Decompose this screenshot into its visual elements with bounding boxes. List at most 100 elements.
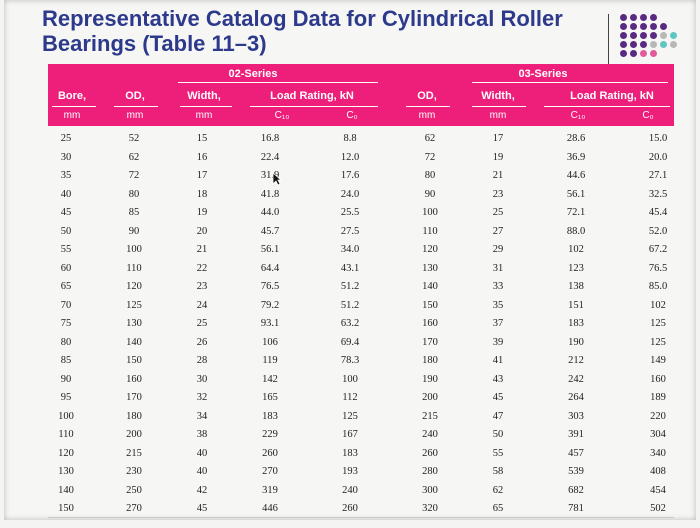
- table-cell-c0_03: 220: [650, 410, 666, 422]
- table-cell-od02: 100: [126, 244, 142, 255]
- table-cell-c10_03: 212: [568, 355, 584, 366]
- table-cell-w02: 16: [196, 151, 208, 163]
- table-cell-c10_02: 22.4: [260, 151, 280, 163]
- table-cell-w02: 34: [196, 410, 208, 422]
- table-cell-c0_03: 27.1: [648, 170, 668, 181]
- table-cell-c0_03: 189: [650, 392, 666, 403]
- table-row: 90 160 30 142 100 190 43 242 160: [48, 371, 674, 389]
- table-cell-c0_03: 45.4: [648, 207, 668, 218]
- decorative-dot: [650, 50, 657, 57]
- table-cell-od02: 125: [126, 299, 142, 311]
- header-od-2: OD,: [417, 90, 437, 102]
- unit-width-2: mm: [489, 110, 507, 121]
- table-cell-w02: 38: [196, 429, 208, 440]
- table-cell-od02: 110: [126, 262, 142, 274]
- table-cell-bore: 65: [60, 281, 72, 292]
- table-cell-od03: 215: [422, 410, 438, 422]
- decorative-dot: [620, 23, 627, 30]
- table-cell-od02: 90: [128, 225, 140, 237]
- table-cell-w03: 41: [492, 355, 504, 366]
- table-cell-c10_03: 303: [568, 410, 584, 422]
- table-row: 85 150 28 119 78.3 180 41 212 149: [48, 352, 674, 370]
- table-cell-od02: 230: [126, 466, 142, 477]
- table-cell-c10_02: 93.1: [260, 318, 280, 329]
- table-cell-od03: 80: [424, 170, 436, 181]
- table-cell-w02: 15: [196, 133, 208, 144]
- table-cell-w03: 23: [492, 188, 504, 200]
- table-cell-c0_02: 69.4: [340, 336, 360, 348]
- table-cell-c0_02: 17.6: [340, 170, 360, 181]
- table-cell-bore: 45: [60, 207, 72, 218]
- table-cell-w03: 29: [492, 244, 504, 255]
- table-row: 95 170 32 165 112 200 45 264 189: [48, 389, 674, 407]
- table-cell-c10_02: 106: [262, 336, 278, 348]
- table-row: 70 125 24 79.2 51.2 150 35 151 102: [48, 297, 674, 315]
- table-cell-c10_03: 123: [568, 262, 584, 274]
- table-cell-w02: 45: [196, 503, 208, 514]
- decorative-dot: [640, 32, 647, 39]
- table-cell-w02: 23: [196, 281, 208, 292]
- table-cell-od02: 270: [126, 503, 142, 514]
- unit-c10-2: C₁₀: [570, 110, 586, 121]
- table-cell-bore: 130: [58, 466, 74, 477]
- header-width: Width,: [187, 90, 221, 102]
- table-cell-bore: 90: [60, 373, 72, 385]
- table-cell-w03: 55: [492, 447, 504, 459]
- table-cell-c0_03: 304: [650, 429, 666, 440]
- table-cell-c10_03: 36.9: [566, 151, 586, 163]
- table-cell-w02: 19: [196, 207, 208, 218]
- table-cell-c10_03: 56.1: [566, 188, 586, 200]
- table-cell-c0_02: 51.2: [340, 299, 360, 311]
- decorative-dot: [660, 41, 667, 48]
- header-load-rating: Load Rating, kN: [270, 90, 354, 102]
- table-cell-c0_03: 125: [650, 336, 666, 348]
- decorative-dot: [620, 50, 627, 57]
- decorative-dot: [670, 41, 677, 48]
- table-cell-od02: 72: [128, 170, 140, 181]
- table-cell-od03: 320: [422, 503, 438, 514]
- header-rule-load-2: [544, 106, 670, 107]
- table-cell-c0_02: 183: [342, 447, 358, 459]
- table-cell-w03: 65: [492, 503, 504, 514]
- decorative-dot: [640, 41, 647, 48]
- decorative-dot: [670, 32, 677, 39]
- table-cell-c0_03: 67.2: [648, 244, 668, 255]
- unit-width: mm: [195, 110, 213, 121]
- table-cell-od03: 190: [422, 373, 438, 385]
- header-rule-bore: [52, 106, 96, 107]
- table-cell-c10_02: 56.1: [260, 244, 280, 255]
- header-02-series: 02-Series: [228, 68, 278, 80]
- table-cell-c10_03: 151: [568, 299, 584, 311]
- table-cell-bore: 30: [60, 151, 72, 163]
- table-cell-bore: 25: [60, 133, 72, 144]
- table-cell-c0_02: 27.5: [340, 225, 360, 237]
- table-cell-bore: 70: [60, 299, 72, 311]
- table-cell-c10_02: 183: [262, 410, 278, 422]
- table-cell-od02: 140: [126, 336, 142, 348]
- table-cell-w03: 47: [492, 410, 504, 422]
- table-cell-od03: 110: [422, 225, 438, 237]
- slide: Representative Catalog Data for Cylindri…: [4, 0, 696, 520]
- table-cell-bore: 40: [60, 188, 72, 200]
- table-row: 100 180 34 183 125 215 47 303 220: [48, 408, 674, 426]
- table-cell-w02: 40: [196, 447, 208, 459]
- table-cell-od03: 160: [422, 318, 438, 329]
- table-cell-c0_02: 43.1: [340, 262, 360, 274]
- table-row: 50 90 20 45.7 27.5 110 27 88.0 52.0: [48, 223, 674, 241]
- table-cell-c10_03: 72.1: [566, 207, 586, 218]
- table-cell-c0_03: 20.0: [648, 151, 668, 163]
- table-cell-od03: 120: [422, 244, 438, 255]
- table-cell-bore: 110: [58, 429, 74, 440]
- table-cell-c10_03: 28.6: [566, 133, 586, 144]
- table-cell-c10_03: 183: [568, 318, 584, 329]
- table-cell-od03: 200: [422, 392, 438, 403]
- table-cell-c10_03: 539: [568, 466, 584, 477]
- header-rule-load: [250, 106, 378, 107]
- table-cell-bore: 140: [58, 484, 74, 496]
- table-cell-c10_03: 190: [568, 336, 584, 348]
- unit-c10: C₁₀: [274, 110, 290, 121]
- table-cell-w02: 28: [196, 355, 208, 366]
- decorative-dot-grid: [608, 14, 692, 70]
- table-cell-w02: 20: [196, 225, 208, 237]
